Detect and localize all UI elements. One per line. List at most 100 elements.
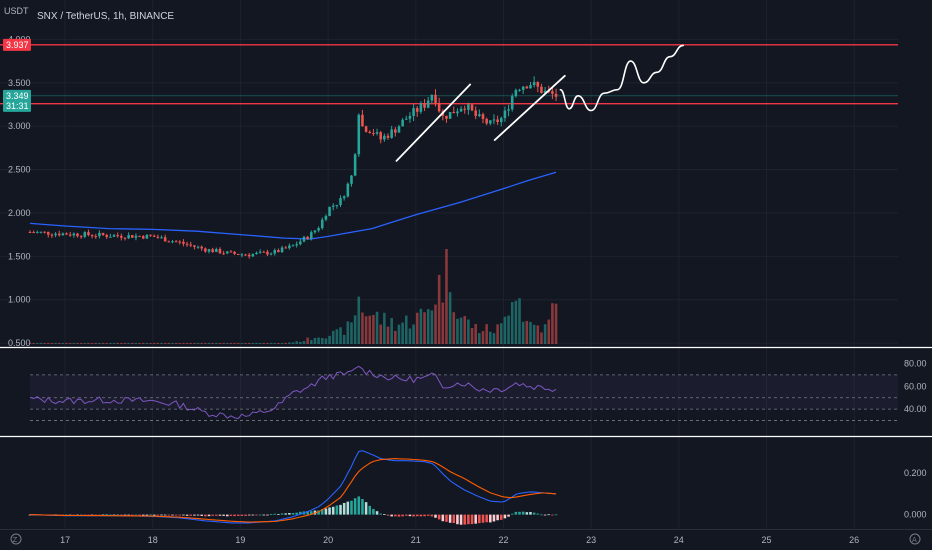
volume-bar-92: [364, 316, 368, 344]
candle-body: [489, 120, 492, 124]
candle-body: [521, 86, 525, 90]
candle-46: [196, 245, 200, 249]
macd-hist-121: [470, 514, 474, 525]
volume-bar-125: [485, 324, 488, 344]
candle-body: [540, 86, 543, 94]
candle-51: [215, 247, 218, 253]
volume-bar-9: [61, 343, 65, 344]
price-tick-label: 1.000: [8, 295, 31, 305]
volume-bar-80: [320, 338, 324, 344]
volume-bar-136: [525, 320, 529, 344]
volume-bar-0: [28, 343, 32, 344]
macd-hist-56: [233, 514, 236, 517]
candle-6: [50, 233, 54, 239]
candle-body: [171, 241, 174, 243]
volume-bar-128: [496, 324, 499, 344]
macd-hist-45: [193, 514, 196, 516]
candle-body: [507, 109, 510, 111]
candle-body: [240, 254, 244, 256]
volume-bar-142: [547, 319, 551, 344]
candle-16: [87, 229, 90, 237]
candle-73: [295, 241, 298, 248]
time-axis[interactable]: 17 18 19 20 21 22 23 24 25 26: [60, 535, 859, 545]
macd-hist-100: [394, 514, 397, 517]
macd-hist-103: [405, 514, 408, 516]
candle-4: [43, 231, 46, 234]
volume-bar-41: [178, 343, 182, 344]
volume-bar-31: [141, 343, 145, 344]
macd-hist-83: [331, 506, 335, 515]
candle-body: [120, 235, 123, 238]
volume-bar-77: [310, 340, 313, 344]
volume-bar-67: [273, 343, 277, 344]
candle-body: [306, 236, 309, 239]
candle-body: [138, 235, 141, 237]
macd-hist-127: [492, 514, 496, 522]
candle-body: [152, 235, 156, 237]
candle-39: [171, 240, 174, 244]
volume-bar-1: [32, 343, 35, 344]
volume-bar-110: [430, 310, 434, 344]
volume-bar-108: [423, 312, 426, 344]
candle-22: [109, 233, 112, 238]
volume-bar-13: [76, 343, 79, 344]
macd-hist-107: [419, 514, 423, 517]
candle-121: [470, 104, 474, 112]
signal-line: [29, 458, 557, 523]
rsi-tick-label: 60.00: [904, 381, 927, 391]
level-tag-text: 3.937: [6, 40, 29, 50]
candle-12: [72, 232, 76, 238]
candle-body: [123, 237, 127, 239]
volume-bar-30: [138, 343, 141, 344]
candle-body: [342, 196, 346, 199]
candle-135: [521, 85, 525, 94]
candle-body: [295, 244, 298, 246]
volume-bar-105: [412, 324, 415, 344]
horizontal-levels[interactable]: [0, 44, 898, 105]
candle-8: [57, 230, 61, 237]
macd-hist-72: [291, 512, 295, 515]
candle-52: [218, 247, 222, 254]
volume-bar-49: [207, 343, 211, 344]
macd-hist-63: [258, 514, 262, 516]
price-axis[interactable]: 0.5001.0001.5002.0002.5003.0003.5004.000…: [3, 34, 927, 520]
candle-body: [430, 94, 434, 101]
macd-hist-68: [277, 514, 280, 515]
volume-bar-78: [313, 337, 317, 344]
macd-hist-87: [346, 501, 350, 515]
candle-74: [299, 238, 302, 246]
candle-84: [335, 204, 339, 209]
candle-115: [448, 111, 452, 119]
volume-bar-66: [269, 343, 273, 344]
volume-bar-83: [331, 330, 335, 344]
candle-57: [236, 253, 240, 256]
candle-body: [258, 251, 262, 253]
volume-bar-38: [167, 343, 171, 344]
macd-hist-98: [386, 514, 390, 516]
time-tick-label: 18: [148, 535, 158, 545]
macd-hist-32: [145, 514, 149, 516]
candle-body: [196, 246, 200, 248]
symbol-title[interactable]: SNX / TetherUS, 1h, BINANCE: [37, 11, 174, 22]
volume-bar-32: [145, 343, 149, 344]
candle-body: [225, 251, 229, 254]
candle-body: [364, 126, 368, 132]
candle-body: [83, 232, 87, 237]
candle-27: [127, 232, 130, 240]
volume-bar-98: [386, 326, 390, 344]
candle-25: [120, 233, 123, 241]
candle-20: [101, 232, 105, 236]
candle-24: [116, 232, 119, 238]
candle-98: [386, 133, 390, 140]
candle-body: [532, 82, 536, 86]
candle-body: [536, 82, 540, 87]
drawings[interactable]: [395, 44, 684, 162]
timezone-icon[interactable]: Z: [10, 533, 22, 545]
candle-122: [474, 106, 477, 120]
candle-body: [313, 230, 317, 233]
candle-47: [200, 245, 203, 251]
auto-scale-icon[interactable]: A: [909, 533, 921, 545]
candle-body: [499, 118, 503, 122]
